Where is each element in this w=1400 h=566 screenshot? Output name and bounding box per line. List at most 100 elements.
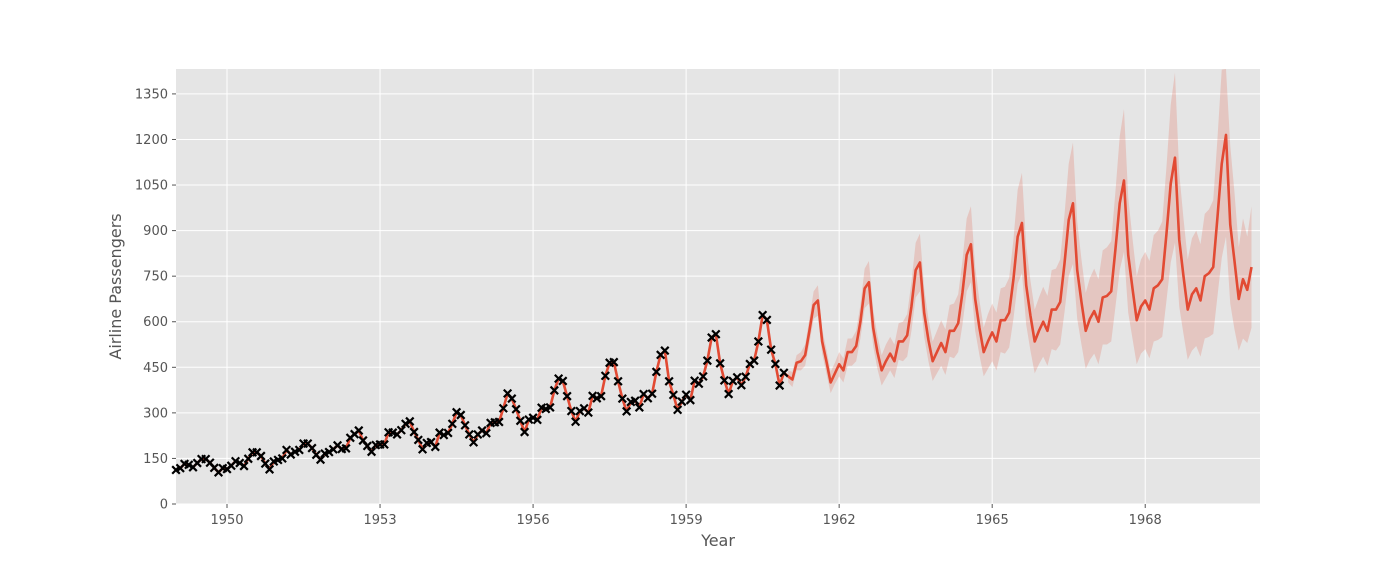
observed-point bbox=[277, 453, 287, 464]
observed-point bbox=[354, 425, 364, 436]
observed-point bbox=[600, 371, 610, 381]
y-tick-label: 1200 bbox=[135, 133, 168, 148]
observed-point bbox=[694, 379, 704, 389]
observed-point bbox=[532, 415, 542, 425]
x-tick-label: 1968 bbox=[1129, 513, 1162, 528]
observed-point bbox=[770, 359, 780, 369]
observed-point bbox=[515, 416, 525, 426]
observed-point bbox=[634, 402, 644, 412]
observed-markers bbox=[171, 310, 789, 477]
observed-point bbox=[294, 445, 304, 455]
observed-point bbox=[715, 358, 725, 368]
y-tick-label: 1050 bbox=[135, 179, 168, 194]
observed-point bbox=[379, 439, 389, 450]
y-tick-label: 0 bbox=[160, 498, 168, 513]
observed-point bbox=[511, 404, 521, 414]
observed-point bbox=[588, 391, 598, 401]
observed-point bbox=[498, 403, 508, 413]
observed-point bbox=[264, 464, 275, 474]
observed-point bbox=[613, 376, 623, 386]
observed-point bbox=[366, 447, 377, 457]
observed-point bbox=[698, 371, 708, 381]
observed-point bbox=[583, 407, 593, 418]
x-tick-label: 1959 bbox=[670, 513, 703, 528]
x-axis-ticks: 1950 1953 1956 1959 1962 1965 1968 bbox=[210, 504, 1162, 528]
observed-point bbox=[400, 419, 411, 429]
y-tick-label: 450 bbox=[143, 361, 168, 376]
observed-point bbox=[434, 428, 445, 438]
x-tick-label: 1956 bbox=[517, 513, 550, 528]
observed-point bbox=[775, 380, 785, 391]
observed-point bbox=[307, 443, 317, 453]
observed-point bbox=[430, 442, 440, 452]
observed-point bbox=[732, 372, 742, 382]
x-tick-label: 1962 bbox=[823, 513, 856, 528]
observed-point bbox=[396, 425, 406, 435]
observed-point bbox=[456, 410, 466, 420]
y-tick-label: 300 bbox=[143, 406, 168, 421]
observed-point bbox=[243, 454, 253, 464]
observed-point bbox=[447, 419, 457, 429]
observed-point bbox=[596, 391, 606, 401]
observed-point bbox=[647, 389, 657, 399]
observed-point bbox=[609, 357, 619, 367]
observed-point bbox=[685, 395, 695, 405]
observed-point bbox=[668, 390, 678, 400]
observed-point bbox=[460, 420, 470, 430]
observed-point bbox=[443, 428, 453, 438]
observed-point bbox=[779, 368, 789, 378]
observed-point bbox=[766, 345, 776, 355]
x-tick-label: 1950 bbox=[210, 513, 243, 528]
observed-point bbox=[571, 417, 581, 427]
observed-point bbox=[405, 416, 415, 426]
observed-point bbox=[494, 417, 504, 427]
observed-point bbox=[622, 406, 632, 416]
observed-point bbox=[549, 385, 559, 395]
observed-point bbox=[256, 451, 266, 461]
observed-point bbox=[468, 437, 479, 447]
observed-point bbox=[409, 427, 419, 437]
observed-point bbox=[315, 455, 326, 465]
observed-point bbox=[341, 443, 351, 453]
y-tick-label: 900 bbox=[143, 224, 168, 239]
x-tick-label: 1965 bbox=[976, 513, 1009, 528]
observed-point bbox=[702, 356, 712, 366]
observed-point bbox=[741, 372, 751, 382]
observed-point bbox=[630, 396, 640, 406]
y-tick-label: 600 bbox=[143, 315, 168, 330]
x-tick-label: 1953 bbox=[364, 513, 397, 528]
observed-point bbox=[724, 389, 734, 399]
observed-point bbox=[617, 394, 627, 404]
grid-lines bbox=[176, 69, 1260, 505]
y-tick-label: 750 bbox=[143, 270, 168, 285]
x-axis-label: Year bbox=[700, 531, 735, 550]
observed-point bbox=[664, 376, 674, 386]
y-axis-ticks: 0 150 300 450 600 750 900 1050 1200 1350 bbox=[135, 87, 176, 513]
observed-point bbox=[673, 405, 683, 415]
observed-point bbox=[413, 435, 423, 445]
observed-point bbox=[545, 402, 555, 412]
observed-point bbox=[749, 356, 759, 366]
observed-point bbox=[507, 394, 517, 404]
y-tick-label: 150 bbox=[143, 452, 168, 467]
y-tick-label: 1350 bbox=[135, 87, 168, 102]
observed-point bbox=[660, 346, 670, 356]
observed-point bbox=[520, 427, 530, 437]
observed-point bbox=[562, 391, 572, 401]
observed-point bbox=[558, 376, 568, 386]
observed-point bbox=[719, 375, 729, 385]
observed-point bbox=[417, 444, 428, 454]
observed-point bbox=[481, 428, 491, 438]
observed-point bbox=[711, 329, 721, 339]
observed-point bbox=[677, 397, 687, 407]
observed-point bbox=[554, 373, 564, 384]
observed-point bbox=[736, 380, 746, 390]
observed-point bbox=[651, 367, 661, 377]
observed-point bbox=[753, 336, 763, 347]
observed-point bbox=[184, 460, 194, 470]
observed-point bbox=[762, 315, 772, 325]
observed-point bbox=[566, 406, 576, 416]
observed-point bbox=[239, 461, 249, 471]
y-axis-label: Airline Passengers bbox=[106, 213, 125, 359]
